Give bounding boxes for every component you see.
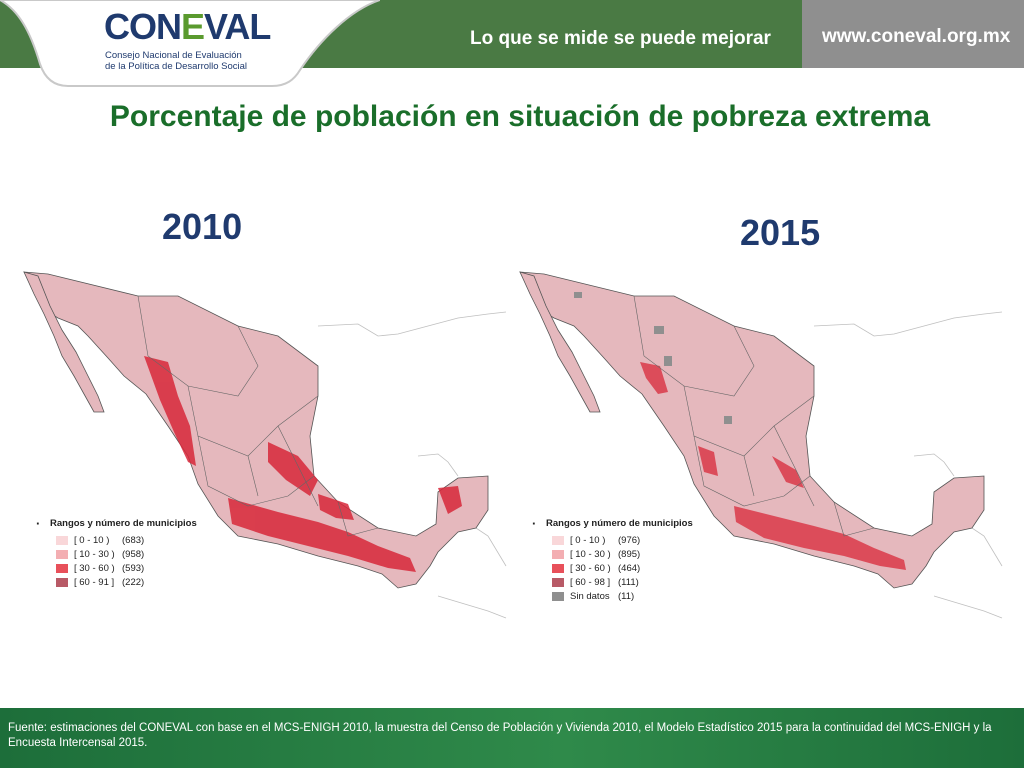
high-poverty-areas-2010 <box>144 356 462 572</box>
legend-count: (683) <box>122 534 145 546</box>
source-note: Fuente: estimaciones del CONEVAL con bas… <box>8 722 992 749</box>
logo-text-e: E <box>181 6 205 47</box>
site-url-link[interactable]: www.coneval.org.mx <box>822 26 1011 47</box>
legend-title: Rangos y número de municipios <box>36 516 197 531</box>
legend-range: [ 30 - 60 ) <box>74 562 115 574</box>
state-borders-2015 <box>633 295 875 537</box>
legend-count: (464) <box>618 562 641 574</box>
legend-item: [ 10 - 30 ) (895) <box>532 547 693 561</box>
legend-range: [ 60 - 91 ] <box>74 576 115 588</box>
legend-2015: Rangos y número de municipios [ 0 - 10 )… <box>532 516 693 603</box>
header-url-panel <box>802 0 1024 68</box>
legend-count: (976) <box>618 534 641 546</box>
year-label-2015: 2015 <box>740 212 821 253</box>
legend-item: [ 0 - 10 ) (683) <box>36 533 197 547</box>
legend-item: [ 10 - 30 ) (958) <box>36 547 197 561</box>
legend-item: [ 60 - 98 ] (111) <box>532 575 693 589</box>
slide-title: Porcentaje de población en situación de … <box>109 100 931 133</box>
legend-range: [ 10 - 30 ) <box>570 548 611 560</box>
legend-range: [ 60 - 98 ] <box>570 576 611 588</box>
org-name-line1: Consejo Nacional de Evaluación <box>105 50 242 61</box>
footer-bar: Fuente: estimaciones del CONEVAL con bas… <box>0 708 1024 768</box>
legend-range: [ 0 - 10 ) <box>74 534 110 546</box>
logo-text-con: CON <box>104 6 182 47</box>
mexico-map-2010 <box>23 271 507 619</box>
high-poverty-areas-2015 <box>640 362 906 570</box>
legend-swatch <box>552 549 564 559</box>
legend-item: [ 0 - 10 ) (976) <box>532 533 693 547</box>
logo-org-name: Consejo Nacional de Evaluación de la Pol… <box>105 50 285 72</box>
baja-california-2010 <box>23 271 105 413</box>
neighbor-coastline <box>317 311 507 619</box>
baja-california-2015 <box>519 271 601 413</box>
mexico-map-2015 <box>519 271 1003 619</box>
legend-range: Sin datos <box>570 590 610 602</box>
legend-2010: Rangos y número de municipios [ 0 - 10 )… <box>36 516 197 589</box>
legend-item: Sin datos (11) <box>532 589 693 603</box>
legend-swatch <box>552 535 564 545</box>
logo-tab <box>0 0 380 87</box>
coneval-logo[interactable]: CONEVAL <box>104 6 271 48</box>
legend-item: [ 60 - 91 ] (222) <box>36 575 197 589</box>
legend-item: [ 30 - 60 ) (464) <box>532 561 693 575</box>
legend-item: [ 30 - 60 ) (593) <box>36 561 197 575</box>
legend-count: (895) <box>618 548 641 560</box>
year-label-2010: 2010 <box>162 206 243 247</box>
legend-swatch <box>56 535 68 545</box>
legend-range: [ 30 - 60 ) <box>570 562 611 574</box>
legend-swatch <box>552 577 564 587</box>
legend-range: [ 0 - 10 ) <box>570 534 606 546</box>
legend-count: (593) <box>122 562 145 574</box>
no-data-areas-2015 <box>574 292 732 424</box>
legend-count: (222) <box>122 576 145 588</box>
mexico-mainland-2015 <box>519 271 985 589</box>
slogan: Lo que se mide se puede mejorar <box>470 28 771 49</box>
mexico-mainland-2010 <box>23 271 489 589</box>
logo-text-val: VAL <box>204 6 271 47</box>
legend-swatch <box>56 577 68 587</box>
state-borders-2010 <box>137 295 379 537</box>
legend-count: (111) <box>618 576 639 588</box>
legend-range: [ 10 - 30 ) <box>74 548 115 560</box>
legend-title: Rangos y número de municipios <box>532 516 693 531</box>
legend-swatch <box>552 591 564 601</box>
legend-swatch <box>56 549 68 559</box>
legend-swatch <box>56 563 68 573</box>
legend-count: (958) <box>122 548 145 560</box>
legend-swatch <box>552 563 564 573</box>
legend-count: (11) <box>618 590 635 602</box>
org-name-line2: de la Política de Desarrollo Social <box>105 61 248 72</box>
